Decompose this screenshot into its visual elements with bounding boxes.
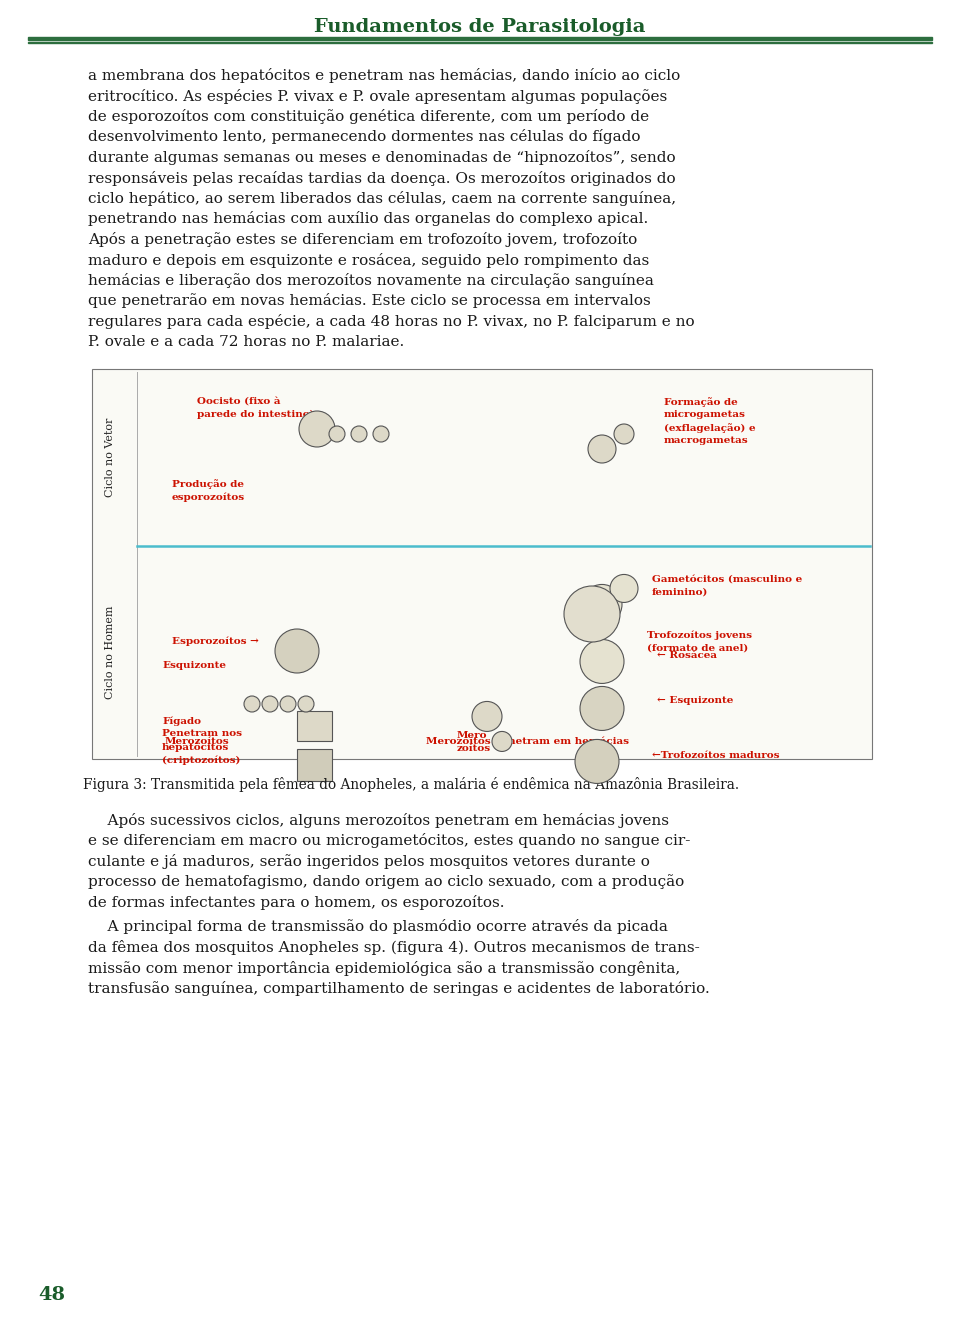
Text: que penetrarão em novas hemácias. Este ciclo se processa em intervalos: que penetrarão em novas hemácias. Este c… xyxy=(88,294,651,309)
Bar xyxy=(297,712,332,741)
Text: desenvolvimento lento, permanecendo dormentes nas células do fígado: desenvolvimento lento, permanecendo dorm… xyxy=(88,130,640,144)
Circle shape xyxy=(472,701,502,731)
Circle shape xyxy=(588,436,616,464)
Bar xyxy=(92,369,872,759)
Text: e se diferenciam em macro ou microgametócitos, estes quando no sangue cir-: e se diferenciam em macro ou microgametó… xyxy=(88,834,690,848)
Circle shape xyxy=(298,696,314,712)
Text: regulares para cada espécie, a cada 48 horas no P. vivax, no P. falciparum e no: regulares para cada espécie, a cada 48 h… xyxy=(88,314,695,329)
Circle shape xyxy=(582,584,622,624)
Text: 48: 48 xyxy=(38,1287,65,1304)
Text: a membrana dos hepatócitos e penetram nas hemácias, dando início ao ciclo: a membrana dos hepatócitos e penetram na… xyxy=(88,68,681,83)
Bar xyxy=(297,749,332,782)
Text: Mero: Mero xyxy=(457,731,488,740)
Circle shape xyxy=(275,629,319,673)
Circle shape xyxy=(262,696,278,712)
Text: Penetram nos: Penetram nos xyxy=(162,729,242,739)
Text: Ciclo no Vetor: Ciclo no Vetor xyxy=(105,418,115,497)
Circle shape xyxy=(280,696,296,712)
Circle shape xyxy=(580,640,624,684)
Text: microgametas: microgametas xyxy=(664,410,746,420)
Text: durante algumas semanas ou meses e denominadas de “hipnozоítos”, sendo: durante algumas semanas ou meses e denom… xyxy=(88,150,676,166)
Text: Figura 3: Transmitida pela fêmea do Anopheles, a malária é endêmica na Amazônia : Figura 3: Transmitida pela fêmea do Anop… xyxy=(83,778,739,792)
Text: A principal forma de transmissão do plasmódio ocorre através da picada: A principal forma de transmissão do plas… xyxy=(88,919,668,934)
Text: P. ovale e a cada 72 horas no P. malariae.: P. ovale e a cada 72 horas no P. malaria… xyxy=(88,334,404,349)
Text: ← Rosácea: ← Rosácea xyxy=(657,652,717,660)
Text: ciclo hepático, ao serem liberados das células, caem na corrente sanguínea,: ciclo hepático, ao serem liberados das c… xyxy=(88,191,676,206)
Text: Merozoítos: Merozoítos xyxy=(165,737,229,745)
Circle shape xyxy=(610,574,638,603)
Text: de esporozоítos com constituição genética diferente, com um período de: de esporozоítos com constituição genétic… xyxy=(88,110,649,124)
Circle shape xyxy=(492,731,512,751)
Text: hemácias e liberação dos merozoítos novamente na circulação sanguínea: hemácias e liberação dos merozoítos nova… xyxy=(88,273,654,289)
Text: Formação de: Formação de xyxy=(664,397,737,407)
Text: Trofozoítos jovens: Trofozoítos jovens xyxy=(647,631,752,640)
Circle shape xyxy=(614,424,634,444)
Text: (criptozoítos): (criptozoítos) xyxy=(162,755,240,766)
Text: Ciclo no Homem: Ciclo no Homem xyxy=(105,607,115,700)
Text: penetrando nas hemácias com auxílio das organelas do complexo apical.: penetrando nas hemácias com auxílio das … xyxy=(88,211,648,227)
Text: zoítos: zoítos xyxy=(457,744,492,754)
Text: processo de hematofagismo, dando origem ao ciclo sexuado, com a produção: processo de hematofagismo, dando origem … xyxy=(88,875,684,890)
Text: Fundamentos de Parasitologia: Fundamentos de Parasitologia xyxy=(314,17,646,36)
Circle shape xyxy=(575,739,619,783)
Text: responsáveis pelas recaídas tardias da doença. Os merozoítos originados do: responsáveis pelas recaídas tardias da d… xyxy=(88,171,676,186)
Text: (formato de anel): (formato de anel) xyxy=(647,644,748,653)
Text: Após sucessivos ciclos, alguns merozoítos penetram em hemácias jovens: Após sucessivos ciclos, alguns merozoíto… xyxy=(88,814,669,828)
Text: culante e já maduros, serão ingeridos pelos mosquitos vetores durante o: culante e já maduros, serão ingeridos pe… xyxy=(88,854,650,868)
Text: feminino): feminino) xyxy=(652,588,708,596)
Text: esporozoítos: esporozoítos xyxy=(172,492,245,501)
Circle shape xyxy=(351,426,367,442)
Bar xyxy=(28,36,932,40)
Text: Produção de: Produção de xyxy=(172,480,244,489)
Text: Esporozoítos →: Esporozoítos → xyxy=(172,636,259,645)
Text: (exflagelação) e: (exflagelação) e xyxy=(664,424,756,433)
Circle shape xyxy=(299,411,335,448)
Text: Após a penetração estes se diferenciam em trofozoíto jovem, trofozoíto: Após a penetração estes se diferenciam e… xyxy=(88,232,637,247)
Text: hepatócitos: hepatócitos xyxy=(162,743,229,752)
Text: maduro e depois em esquizonte e rosácea, seguido pelo rompimento das: maduro e depois em esquizonte e rosácea,… xyxy=(88,253,649,267)
Circle shape xyxy=(244,696,260,712)
Text: Esquizonte: Esquizonte xyxy=(162,661,226,669)
Circle shape xyxy=(373,426,389,442)
Text: macrogametas: macrogametas xyxy=(664,436,749,445)
Circle shape xyxy=(580,687,624,731)
Text: Oocisto (fixo à: Oocisto (fixo à xyxy=(197,397,280,406)
Text: da fêmea dos mosquitos Anopheles sp. (figura 4). Outros mecanismos de trans-: da fêmea dos mosquitos Anopheles sp. (fi… xyxy=(88,941,700,955)
Text: Fígado: Fígado xyxy=(162,716,201,725)
Text: parede do intestino): parede do intestino) xyxy=(197,410,315,420)
Text: ← Esquizonte: ← Esquizonte xyxy=(657,696,733,705)
Text: transfusão sanguínea, compartilhamento de seringas e acidentes de laboratório.: transfusão sanguínea, compartilhamento d… xyxy=(88,981,709,997)
Text: Gametócitos (masculino e: Gametócitos (masculino e xyxy=(652,574,803,584)
Text: eritrocítico. As espécies P. vivax e P. ovale apresentam algumas populações: eritrocítico. As espécies P. vivax e P. … xyxy=(88,88,667,103)
Circle shape xyxy=(564,587,620,643)
Text: Merozoítos penetram em hemácias: Merozoítos penetram em hemácias xyxy=(425,737,629,747)
Circle shape xyxy=(329,426,345,442)
Text: ←Trofozoítos maduros: ←Trofozoítos maduros xyxy=(652,751,780,760)
Text: de formas infectantes para o homem, os esporozoítos.: de formas infectantes para o homem, os e… xyxy=(88,895,505,910)
Text: missão com menor importância epidemiológica são a transmissão congênita,: missão com menor importância epidemiológ… xyxy=(88,961,681,975)
